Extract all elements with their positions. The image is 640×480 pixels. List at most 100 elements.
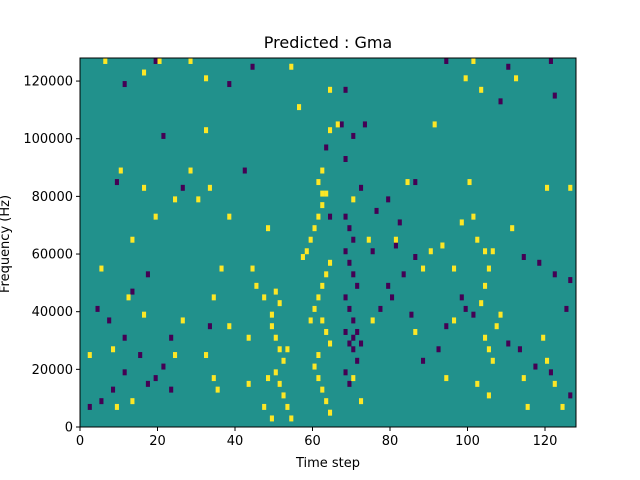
heatmap-cell-low xyxy=(227,81,232,88)
heatmap-cell-low xyxy=(95,305,100,312)
heatmap-cell-high xyxy=(188,58,193,64)
heatmap-cell-high xyxy=(277,346,282,353)
x-tick-label: 60 xyxy=(304,434,321,449)
heatmap-cell-low xyxy=(521,254,526,260)
heatmap-cell-high xyxy=(196,196,201,203)
x-axis-label: Time step xyxy=(295,456,360,471)
y-tick-label: 40000 xyxy=(32,305,73,320)
heatmap-cell-high xyxy=(266,375,271,382)
heatmap-cell-high xyxy=(370,317,375,324)
heatmap-cell-high xyxy=(316,375,321,382)
heatmap-cell-low xyxy=(421,357,426,364)
heatmap-cell-low xyxy=(347,340,352,347)
heatmap-cell-high xyxy=(328,127,333,134)
heatmap-cell-low xyxy=(99,398,104,405)
heatmap-cell-high xyxy=(269,311,274,318)
heatmap-cell-high xyxy=(479,300,484,307)
heatmap-cell-high xyxy=(471,213,476,220)
heatmap-cell-high xyxy=(335,121,340,128)
heatmap-cell-high xyxy=(316,352,321,359)
heatmap-cell-high xyxy=(525,403,530,410)
heatmap-cell-low xyxy=(343,248,348,255)
plot-frame xyxy=(79,57,577,428)
heatmap-cell-high xyxy=(204,127,209,134)
heatmap-cell-high xyxy=(277,300,282,307)
heatmap-cell-high xyxy=(285,346,290,353)
heatmap-cell-low xyxy=(471,311,476,318)
heatmap-cell-high xyxy=(219,265,224,272)
heatmap-cell-high xyxy=(351,196,356,203)
heatmap-cell-low xyxy=(343,86,348,93)
heatmap-cell-low xyxy=(386,196,391,203)
x-tick-label: 40 xyxy=(227,434,244,449)
heatmap-cell-low xyxy=(390,294,395,301)
heatmap-cell-low xyxy=(355,357,360,364)
heatmap-cell-high xyxy=(467,179,472,186)
heatmap-cell-low xyxy=(351,132,356,139)
heatmap-cell-high xyxy=(207,184,212,191)
heatmap-cell-high xyxy=(300,254,305,260)
heatmap-cell-high xyxy=(142,184,147,191)
heatmap-cell-high xyxy=(211,375,216,382)
heatmap-cell-high xyxy=(111,346,116,353)
heatmap-cell-high xyxy=(324,271,329,278)
y-tick-label: 0 xyxy=(65,421,73,436)
heatmap-cell-high xyxy=(432,121,437,128)
x-axis: 0 20 40 60 80 100 120 xyxy=(76,427,557,449)
heatmap-cell-high xyxy=(103,58,108,64)
x-tick-label: 80 xyxy=(382,434,399,449)
heatmap-cell-low xyxy=(386,282,391,289)
heatmap-cell-high xyxy=(486,392,491,399)
heatmap-cell-high xyxy=(405,179,410,186)
heatmap-cell-low xyxy=(351,271,356,278)
heatmap-cell-low xyxy=(122,369,127,376)
heatmap-cell-low xyxy=(401,271,406,278)
heatmap-cell-high xyxy=(130,398,135,405)
heatmap-cell-high xyxy=(320,190,325,197)
heatmap-cell-high xyxy=(188,167,193,174)
heatmap-cell-low xyxy=(324,144,329,151)
heatmap-cell-high xyxy=(494,323,499,330)
heatmap-cell-high xyxy=(304,248,309,255)
heatmap-cell-high xyxy=(142,69,147,76)
heatmap-cell-low xyxy=(374,207,379,214)
heatmap-cell-high xyxy=(328,409,333,416)
heatmap-cell-low xyxy=(393,242,398,249)
heatmap-cell-low xyxy=(397,219,402,226)
heatmap-cell-low xyxy=(145,271,150,278)
heatmap-cell-low xyxy=(548,58,553,64)
heatmap-cell-high xyxy=(246,380,251,387)
heatmap-cell-high xyxy=(471,58,476,64)
heatmap-cell-low xyxy=(122,81,127,88)
heatmap-cell-low xyxy=(370,248,375,255)
x-tick-label: 0 xyxy=(76,434,84,449)
heatmap-cell-high xyxy=(428,248,433,255)
heatmap-cell-low xyxy=(463,305,468,312)
heatmap-cell-low xyxy=(444,323,449,330)
heatmap-cell-high xyxy=(130,236,135,243)
heatmap-cell-high xyxy=(490,357,495,364)
heatmap-cell-high xyxy=(204,75,209,82)
heatmap-cell-high xyxy=(289,63,294,70)
y-tick-label: 100000 xyxy=(23,132,73,147)
heatmap-cell-low xyxy=(343,156,348,162)
heatmap-cell-high xyxy=(215,386,220,393)
heatmap-cell-low xyxy=(107,317,112,324)
heatmap-cell-high xyxy=(393,236,398,243)
heatmap-cell-high xyxy=(366,236,371,243)
heatmap-cell-high xyxy=(498,311,503,318)
heatmap-cell-high xyxy=(486,346,491,353)
heatmap-cell-high xyxy=(486,265,491,272)
heatmap-cell-low xyxy=(568,392,573,399)
heatmap-cell-low xyxy=(537,259,542,266)
heatmap-cell-high xyxy=(285,403,290,410)
heatmap-cell-low xyxy=(359,340,364,347)
heatmap-cell-high xyxy=(266,225,271,232)
heatmap-cell-high xyxy=(308,236,313,243)
heatmap-cell-high xyxy=(273,334,278,341)
heatmap-cell-high xyxy=(126,294,131,301)
heatmap-cell-high xyxy=(444,375,449,382)
heatmap-cell-high xyxy=(227,323,232,330)
heatmap-cell-high xyxy=(211,294,216,301)
